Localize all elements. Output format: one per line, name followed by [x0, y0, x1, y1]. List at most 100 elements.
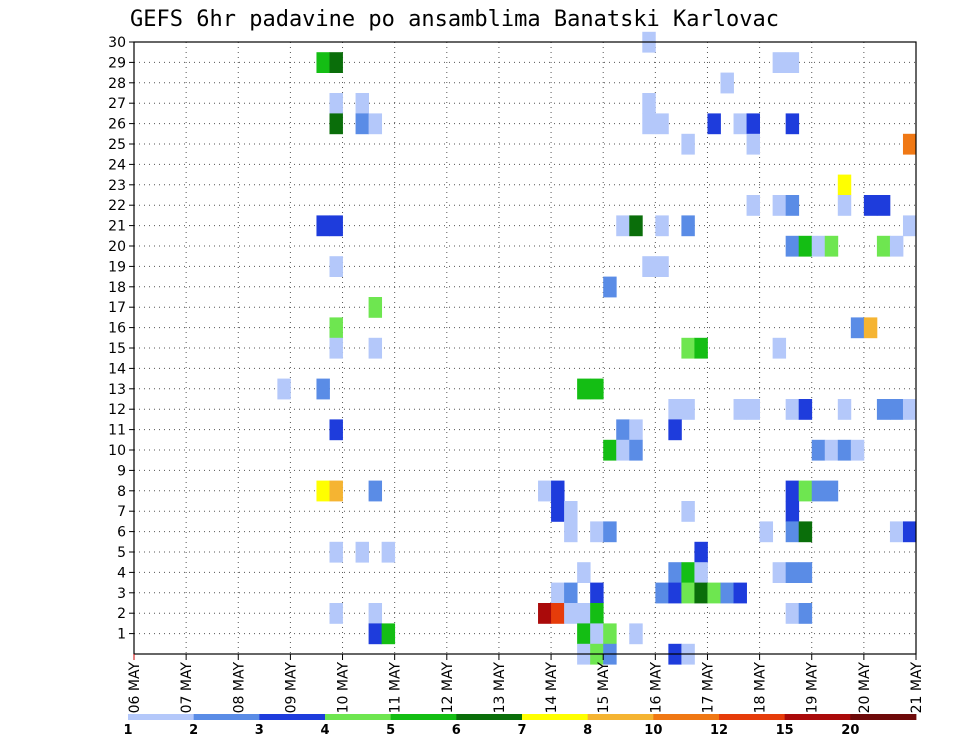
precip-cell	[616, 215, 630, 237]
precip-cell	[694, 582, 708, 604]
legend-label: 6	[452, 723, 461, 738]
y-tick-label: 17	[108, 300, 126, 316]
precip-cell	[798, 480, 813, 502]
precip-cell	[785, 480, 800, 502]
precip-cell	[733, 399, 747, 420]
y-tick-label: 12	[108, 402, 126, 418]
precip-cell	[876, 195, 891, 216]
y-axis-ticks: 1234567891011121314151617181920212223242…	[108, 35, 134, 643]
precip-cell	[720, 582, 734, 604]
precip-cell	[564, 521, 578, 543]
precip-cell	[733, 113, 747, 135]
precip-cell	[655, 256, 669, 277]
precip-cell	[772, 337, 787, 359]
grid-lines	[134, 42, 916, 654]
precip-cell	[824, 439, 839, 461]
precip-cell	[785, 603, 800, 624]
precip-cell	[655, 215, 669, 237]
precip-cell	[577, 562, 591, 583]
legend-label: 8	[583, 723, 592, 738]
y-tick-label: 23	[108, 178, 126, 194]
precip-cell	[837, 399, 852, 420]
precip-cell	[355, 541, 369, 563]
precip-cell	[629, 439, 643, 461]
precip-cell	[329, 337, 343, 359]
legend-label: 5	[386, 723, 395, 738]
precip-cell	[368, 480, 383, 502]
precip-cell	[811, 439, 826, 461]
precip-cell	[329, 541, 343, 563]
precip-cell	[681, 501, 695, 522]
precip-cell	[720, 72, 734, 94]
x-tick-label: 21 MAY	[909, 662, 925, 714]
precip-cell	[863, 195, 878, 216]
precip-cell	[368, 603, 383, 624]
x-axis-ticks: 06 MAY 07 MAY 08 MAY 09 MAY 10 MAY 11 MAY 12 M…	[127, 654, 925, 713]
precip-cell	[902, 399, 917, 420]
x-tick-label: 13 MAY	[492, 662, 508, 714]
precip-cell	[681, 562, 695, 583]
y-tick-label: 25	[108, 137, 126, 153]
precip-cell	[616, 419, 630, 441]
precip-cell	[381, 541, 396, 563]
precip-cell	[590, 521, 604, 543]
x-tick-label: 12 MAY	[440, 662, 456, 714]
y-tick-label: 30	[108, 35, 126, 51]
precip-cell	[785, 113, 800, 135]
precip-cell	[329, 603, 343, 624]
precip-cell	[889, 235, 904, 257]
legend-label: 4	[320, 723, 329, 738]
legend-swatch	[456, 714, 523, 720]
legend-swatch	[390, 714, 457, 720]
precip-cell	[316, 480, 330, 502]
precip-cell	[355, 93, 369, 114]
precip-cell	[590, 582, 604, 604]
precip-cell	[863, 317, 878, 339]
precip-cell	[785, 52, 800, 73]
color-scale-legend: 1 2 3 4 5 6 7 8 10 12 15 20	[123, 714, 917, 738]
precip-cell	[785, 399, 800, 420]
y-tick-label: 7	[117, 504, 126, 520]
precip-cell	[642, 93, 656, 114]
precip-cell	[316, 378, 330, 400]
x-tick-label: 06 MAY	[127, 662, 143, 714]
x-tick-label: 10 MAY	[336, 662, 352, 714]
y-tick-label: 6	[117, 525, 126, 541]
legend-swatch	[522, 714, 589, 720]
precip-cell	[681, 337, 695, 359]
x-tick-label: 19 MAY	[805, 662, 821, 714]
precip-cell	[694, 337, 708, 359]
precip-cell	[681, 582, 695, 604]
legend-label: 3	[255, 723, 264, 738]
precip-cell	[811, 235, 826, 257]
legend-swatch	[850, 714, 917, 720]
precip-cell	[746, 113, 760, 135]
precip-cell	[655, 582, 669, 604]
x-tick-label: 20 MAY	[857, 662, 873, 714]
y-tick-label: 27	[108, 96, 126, 112]
precip-cell	[759, 521, 774, 543]
precip-cell	[668, 399, 682, 420]
y-tick-label: 3	[117, 586, 126, 602]
precip-cell	[772, 562, 787, 583]
precip-cell	[798, 562, 813, 583]
precip-cell	[329, 480, 343, 502]
precip-cell	[746, 195, 760, 216]
y-tick-label: 28	[108, 76, 126, 92]
y-tick-label: 4	[117, 565, 126, 581]
precip-cell	[824, 235, 839, 257]
precip-cell	[811, 480, 826, 502]
y-tick-label: 26	[108, 117, 126, 133]
precip-cell	[316, 215, 330, 237]
y-tick-label: 15	[108, 341, 126, 357]
precip-cell	[616, 439, 630, 461]
precip-cell	[798, 399, 813, 420]
precip-cell	[329, 113, 343, 135]
precip-cell	[381, 623, 396, 645]
precip-cell	[798, 235, 813, 257]
precip-cell	[603, 276, 617, 298]
precip-cell	[368, 337, 383, 359]
precip-cell	[355, 113, 369, 135]
legend-label: 7	[517, 723, 526, 738]
precip-cell	[603, 439, 617, 461]
